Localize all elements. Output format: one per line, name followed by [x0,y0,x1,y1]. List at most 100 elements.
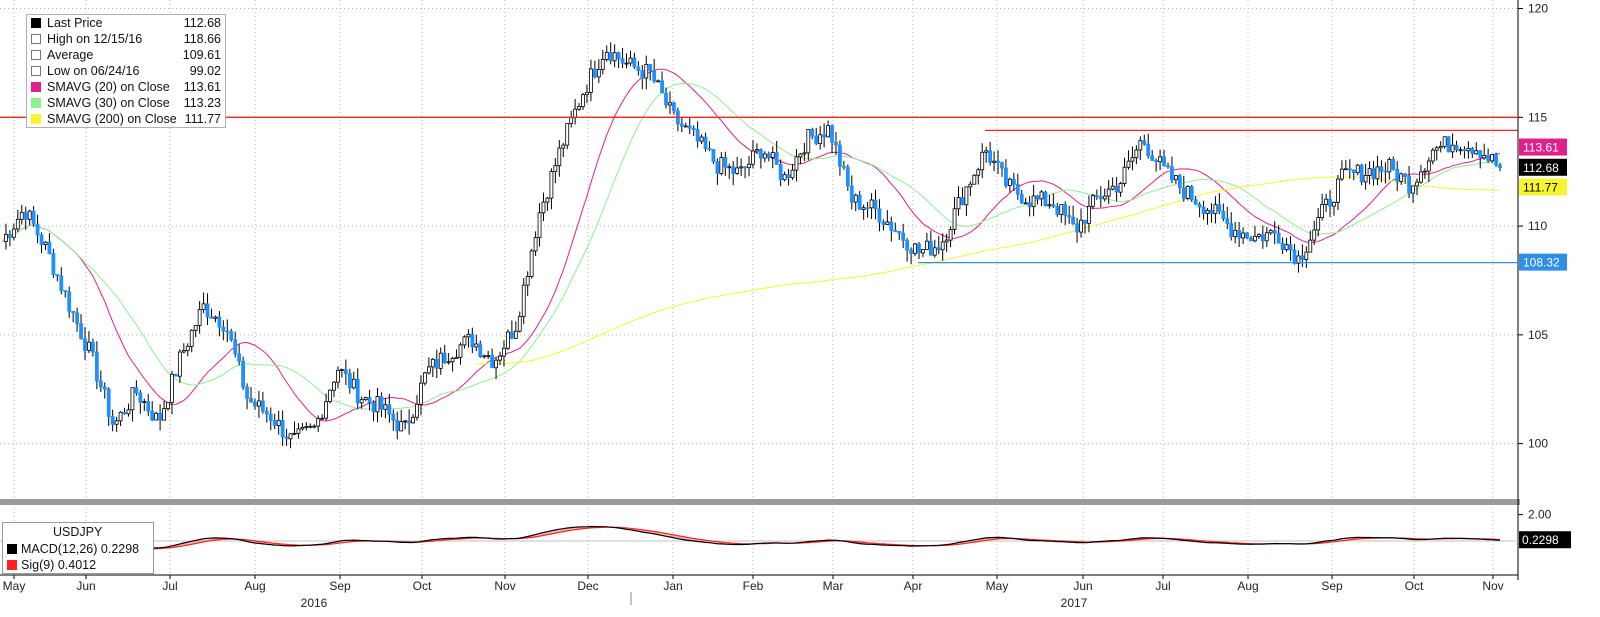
candle-body [948,228,953,241]
candle-body [1312,229,1317,241]
candle-body [55,274,60,277]
candle-body [1142,140,1147,145]
candle-body [1478,150,1483,159]
candle-body [731,166,736,174]
candle-body [395,419,400,432]
x-tick-label: Nov [1482,579,1503,593]
candle-body [288,433,293,440]
candle-body [490,355,495,369]
candle-body [755,149,759,152]
candle-body [1498,164,1502,169]
candle-body [976,169,981,176]
candle-body [158,412,163,421]
candle-body [1098,196,1103,200]
legend-label: High on 12/15/16 [47,32,143,46]
x-tick-label: Sep [329,579,351,593]
candle-body [110,416,115,425]
x-tick-label: Aug [1237,579,1258,593]
candle-body [328,389,332,403]
candle-body [253,401,257,407]
candle-body [320,417,325,420]
candle-body [1225,218,1230,224]
candle-body [39,234,44,246]
x-tick-label: Dec [577,579,598,593]
candle-body [434,358,439,369]
sma200-value-badge-bg [1519,178,1567,196]
candle-body [343,369,348,374]
candle-body [905,239,910,251]
candle-body [794,156,799,171]
signal-swatch [7,560,17,570]
candle-body [616,52,621,60]
candle-body [865,207,870,210]
macd-line [104,525,1501,552]
sma200-value-badge: 111.77 [1523,181,1558,195]
candle-body [94,351,99,382]
candle-body [818,134,823,145]
candle-body [1185,185,1190,199]
candle-body [826,125,830,138]
candle-body [31,210,36,225]
candle-body [585,91,589,96]
candle-body [142,401,147,403]
candle-body [695,129,700,142]
candle-body [679,123,684,127]
candle-body [1055,205,1060,215]
candle-body [1336,178,1340,203]
candle-body [782,174,787,181]
candles [4,42,1502,449]
candle-body [1407,176,1411,194]
candle-body [63,290,68,293]
sma-20-line [1,68,1501,422]
candle-body [1150,155,1155,161]
candle-body [23,211,28,220]
candle-body [15,218,20,230]
candle-body [525,275,530,286]
candle-body [589,68,593,93]
candle-body [146,401,151,412]
candle-body [798,153,803,158]
candle-body [513,330,518,339]
candle-body [802,152,807,155]
candle-body [932,247,937,256]
candle-body [711,149,716,163]
candle-body [1083,219,1087,224]
candle-body [1458,149,1463,152]
candle-body [43,241,48,246]
y-tick-label: 115 [1528,110,1547,124]
candle-body [387,404,392,415]
legend-value: 113.23 [183,96,221,110]
candle-body [1391,159,1396,170]
y-tick-label: 110 [1528,219,1547,233]
candle-body [1031,195,1036,208]
candle-body [921,249,925,254]
candle-body [1090,195,1095,207]
candle-body [79,322,83,340]
legend-label: Low on 06/24/16 [47,64,140,78]
legend-item: Last Price 112.68 [27,15,225,31]
legend-item: Average 109.61 [27,47,225,63]
candle-body [399,421,404,432]
candle-body [1264,232,1269,242]
candle-body [308,425,313,428]
candle-body [509,331,514,339]
candle-body [355,378,360,404]
candle-body [1114,185,1119,193]
x-tick-label: Jan [663,579,682,593]
candle-body [1403,173,1408,177]
candle-body [936,247,941,251]
candle-body [4,233,8,242]
candle-body [901,232,906,241]
candle-body [486,355,491,358]
sma-30-line [1,82,1501,410]
candle-body [561,144,566,149]
candle-body [1253,235,1257,242]
candle-body [122,411,127,415]
candle-body [438,352,443,369]
candle-body [988,150,993,163]
candle-body [1490,154,1494,162]
year-label: 2017 [1061,596,1088,610]
candle-body [1094,195,1099,198]
candle-body [1454,144,1459,151]
candle-body [1158,156,1162,163]
